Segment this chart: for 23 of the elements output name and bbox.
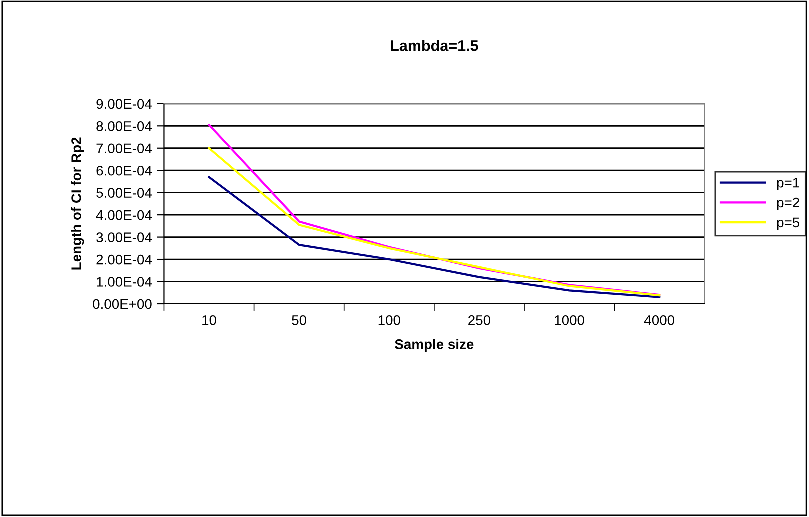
y-tick-label: 2.00E-04 (96, 254, 152, 265)
y-tick-label: 0.00E+00 (93, 299, 152, 310)
y-tick-label: 6.00E-04 (96, 166, 152, 176)
y-tick-label: 9.00E-04 (96, 99, 152, 110)
y-tick-label: 5.00E-04 (96, 188, 152, 198)
y-tick-label: 4.00E-04 (96, 210, 152, 220)
x-tick-label: 100 (378, 315, 400, 326)
x-axis-title: Sample size (395, 339, 474, 352)
line-series (208, 176, 661, 298)
y-tick-label: 7.00E-04 (96, 144, 152, 154)
x-tick-label: 1000 (555, 315, 584, 326)
x-tick-label: 10 (202, 315, 216, 326)
y-tick-label: 1.00E-04 (97, 277, 152, 287)
x-tick-label: 4000 (644, 315, 675, 326)
legend-label: p=2 (777, 198, 800, 210)
y-tick-label: 3.00E-04 (96, 232, 152, 242)
y-axis-title: Length of CI for Rp2 (71, 138, 84, 270)
x-tick-label: 50 (292, 315, 307, 326)
legend-label: p=5 (777, 218, 800, 230)
x-tick-label: 250 (468, 315, 491, 326)
legend-label: p=1 (777, 178, 800, 191)
y-tick-label: 8.00E-04 (96, 121, 152, 132)
chart-title: Lambda=1.5 (391, 40, 478, 52)
